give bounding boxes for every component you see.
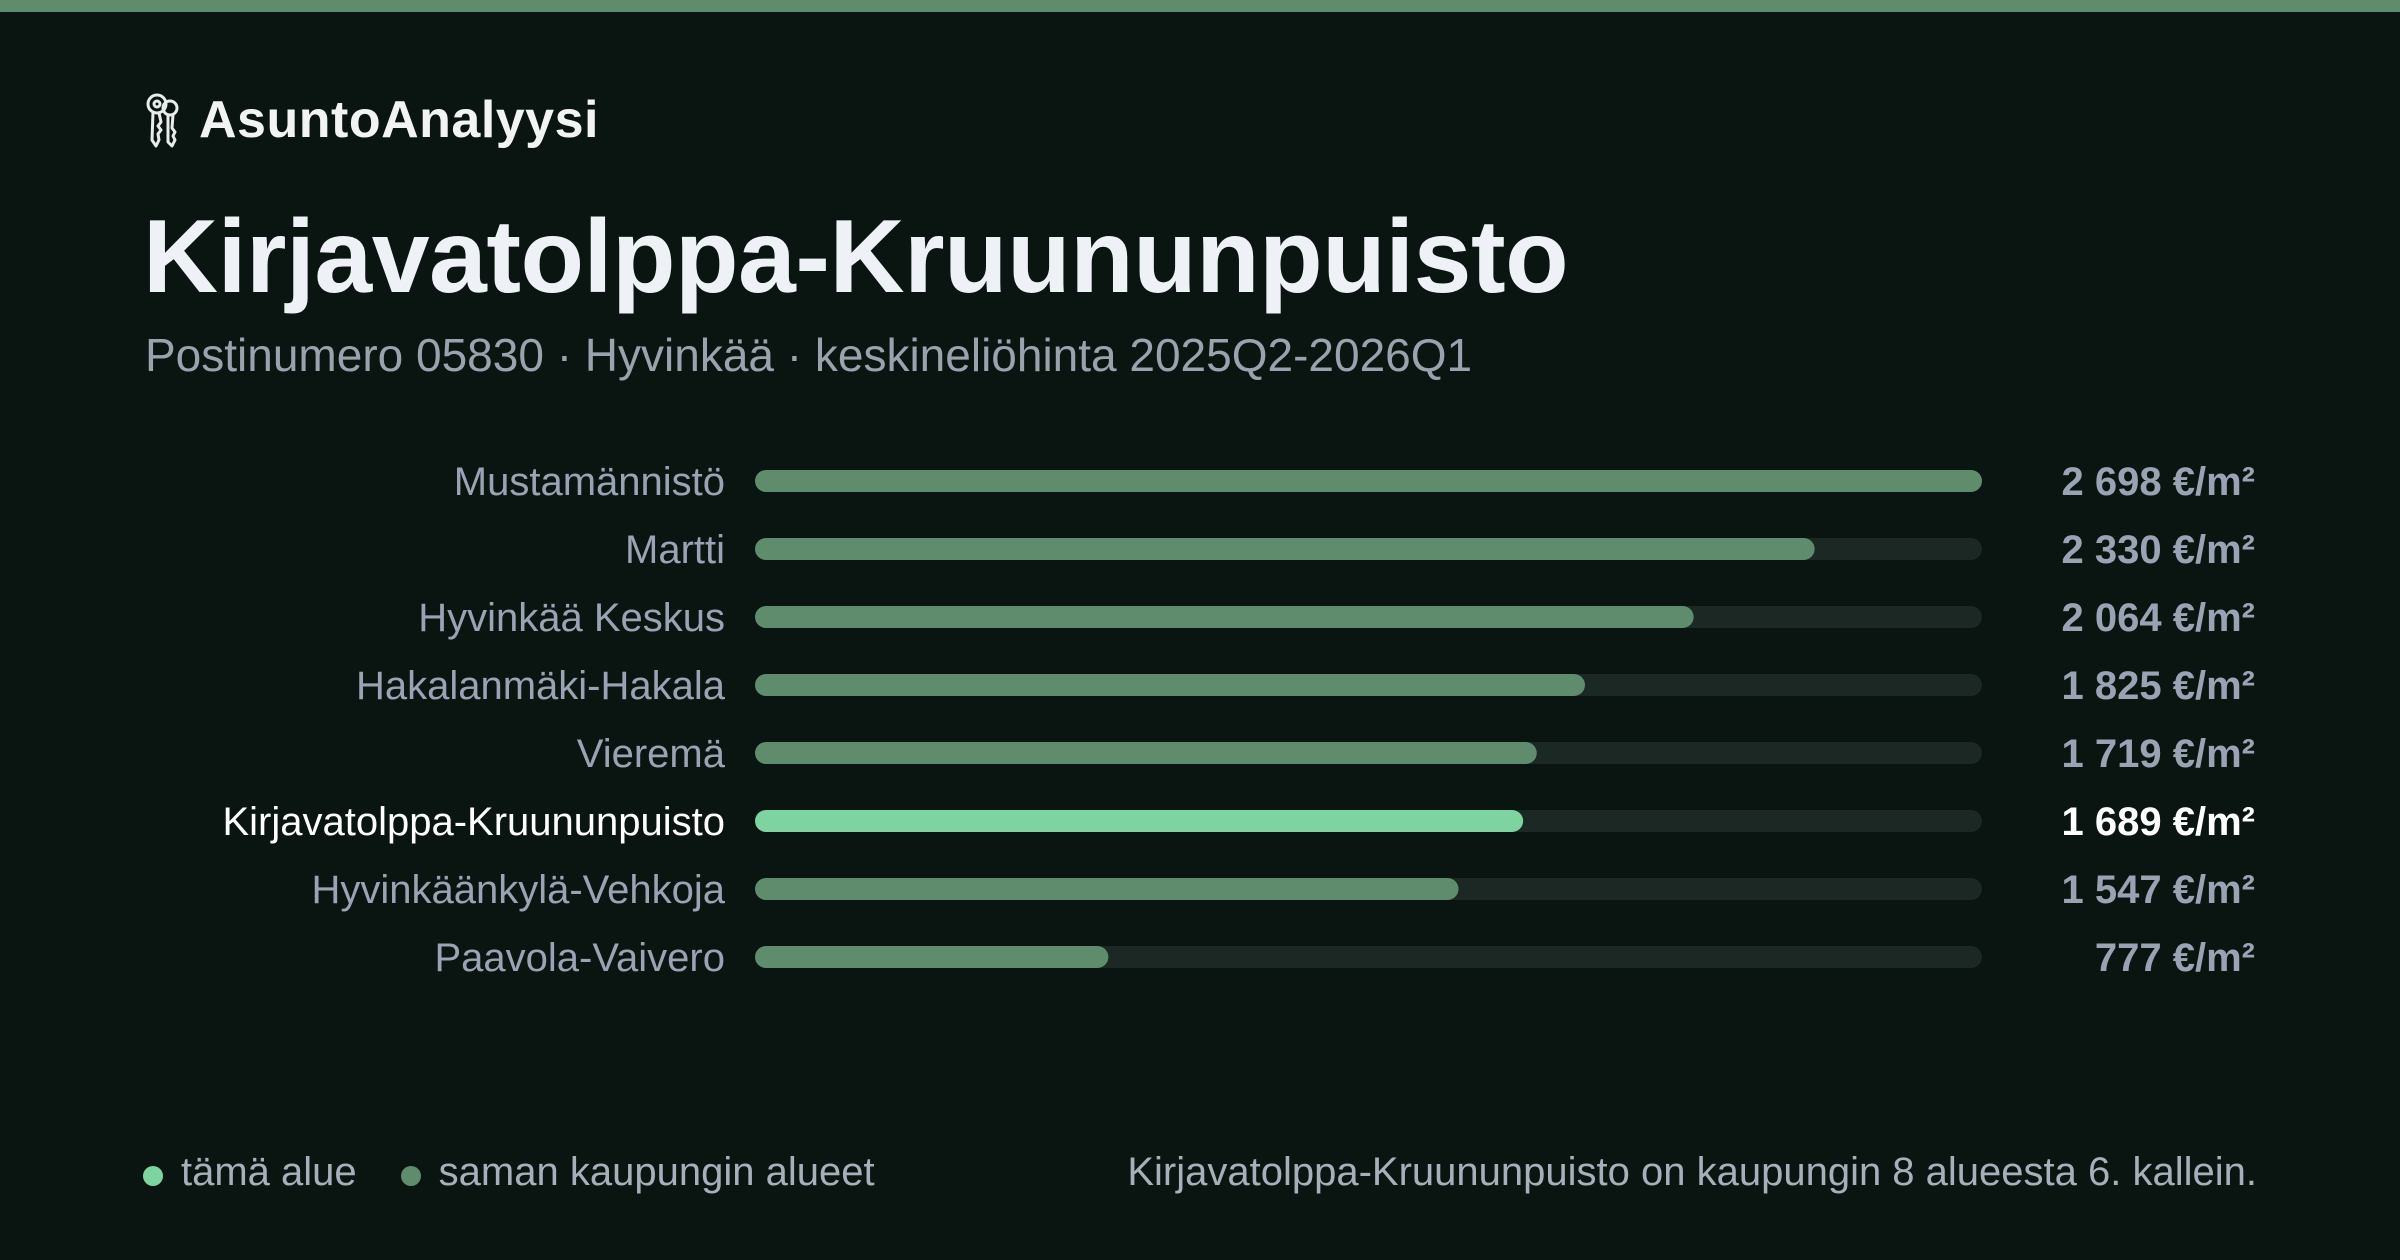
value-label: 1 825 €/m² (2062, 664, 2255, 708)
category-label: Mustamännistö (454, 460, 725, 504)
bar (755, 470, 1982, 492)
bar (755, 606, 1694, 628)
legend-item-same-city: saman kaupungin alueet (401, 1150, 875, 1195)
bar (755, 878, 1459, 900)
value-label: 1 547 €/m² (2062, 868, 2255, 912)
value-label: 2 330 €/m² (2062, 528, 2255, 572)
category-label: Vieremä (577, 732, 726, 776)
legend-label-same-city: saman kaupungin alueet (439, 1150, 875, 1195)
legend-item-this-area: tämä alue (143, 1150, 357, 1195)
value-label: 2 064 €/m² (2062, 596, 2255, 640)
value-label: 1 689 €/m² (2062, 800, 2255, 844)
legend-label-this-area: tämä alue (181, 1150, 357, 1195)
bar (755, 674, 1585, 696)
category-label: Kirjavatolppa-Kruununpuisto (222, 800, 725, 844)
category-label: Hyvinkää Keskus (418, 596, 725, 640)
summary-text: Kirjavatolppa-Kruununpuisto on kaupungin… (1127, 1150, 2257, 1195)
bar-highlight (755, 810, 1523, 832)
value-label: 777 €/m² (2095, 936, 2255, 980)
legend-dot-default (401, 1166, 421, 1186)
category-label: Hyvinkäänkylä-Vehkoja (311, 868, 725, 912)
category-label: Paavola-Vaivero (434, 936, 725, 980)
legend-dot-highlight (143, 1166, 163, 1186)
bar (755, 946, 1108, 968)
value-label: 1 719 €/m² (2062, 732, 2255, 776)
legend: tämä alue saman kaupungin alueet (143, 1150, 919, 1195)
bar (755, 538, 1815, 560)
category-label: Martti (625, 528, 725, 572)
bar (755, 742, 1537, 764)
category-label: Hakalanmäki-Hakala (356, 664, 726, 708)
value-label: 2 698 €/m² (2062, 460, 2255, 504)
